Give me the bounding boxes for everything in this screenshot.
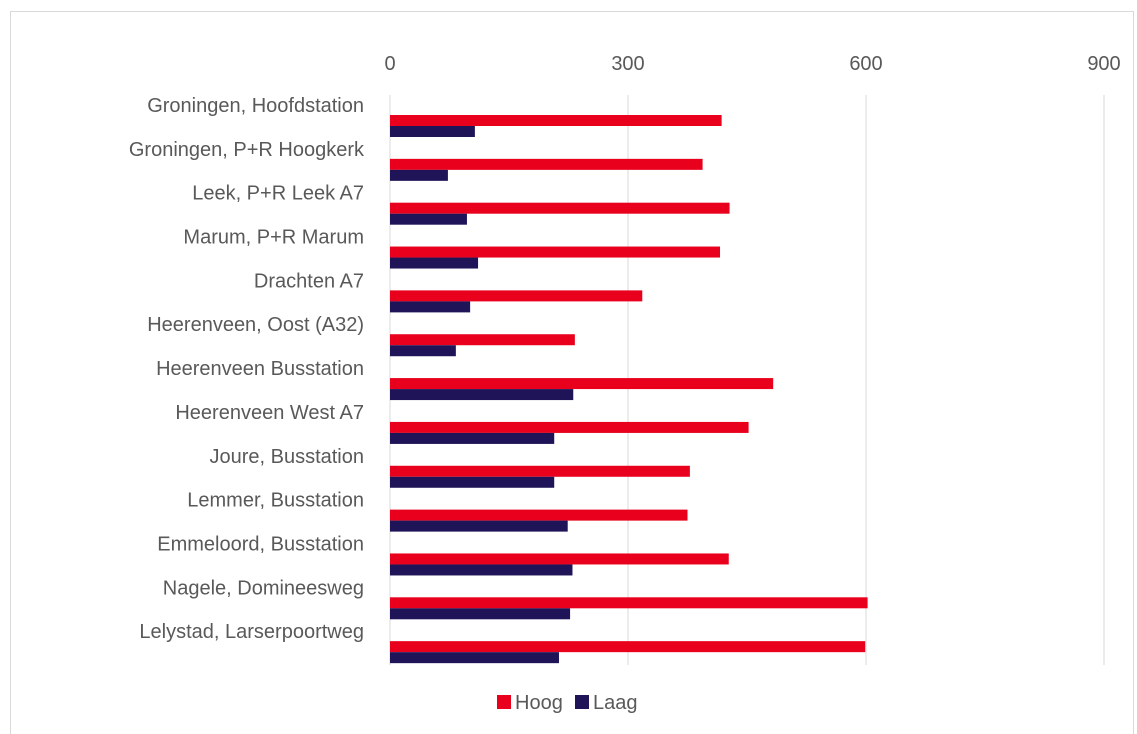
bar-laag <box>390 432 555 444</box>
chart-frame <box>10 11 1134 734</box>
bar-laag <box>390 345 456 357</box>
bar-laag <box>390 564 573 576</box>
category-label: Heerenveen Busstation <box>156 358 364 380</box>
bar-hoog <box>390 597 868 609</box>
category-label: Drachten A7 <box>254 270 364 292</box>
x-tick-label: 0 <box>384 53 395 75</box>
legend-swatch-hoog <box>497 695 511 709</box>
bar-laag <box>390 652 559 664</box>
bar-hoog <box>390 465 690 477</box>
bar-hoog <box>390 641 866 653</box>
legend-label: Laag <box>593 692 638 714</box>
bar-hoog <box>390 378 774 390</box>
bar-hoog <box>390 202 730 214</box>
category-label: Heerenveen, Oost (A32) <box>147 314 364 336</box>
category-label: Groningen, Hoofdstation <box>147 95 364 117</box>
category-label: Emmeloord, Busstation <box>157 533 364 555</box>
bar-laag <box>390 213 467 225</box>
bar-laag <box>390 476 555 488</box>
category-label: Lemmer, Busstation <box>187 490 364 512</box>
bar-laag <box>390 169 448 181</box>
bar-laag <box>390 301 471 313</box>
category-label: Joure, Busstation <box>209 446 364 468</box>
legend-swatch-laag <box>575 695 589 709</box>
bar-laag <box>390 520 568 532</box>
bar-hoog <box>390 290 643 302</box>
bar-hoog <box>390 246 721 258</box>
bar-laag <box>390 257 479 269</box>
x-tick-label: 900 <box>1087 53 1120 75</box>
bar-hoog <box>390 509 688 521</box>
category-label: Lelystad, Larserpoortweg <box>139 621 364 643</box>
x-tick-label: 300 <box>611 53 644 75</box>
bar-laag <box>390 608 571 620</box>
bar-laag <box>390 126 475 137</box>
bar-hoog <box>390 334 575 346</box>
legend-label: Hoog <box>515 692 563 714</box>
x-tick-label: 600 <box>849 53 882 75</box>
category-label: Marum, P+R Marum <box>183 227 364 249</box>
bar-laag <box>390 389 574 401</box>
bar-hoog <box>390 115 722 126</box>
bar-hoog <box>390 553 729 565</box>
category-label: Heerenveen West A7 <box>175 402 364 424</box>
bar-hoog <box>390 158 703 170</box>
category-label: Groningen, P+R Hoogkerk <box>129 139 365 161</box>
bar-hoog <box>390 421 749 433</box>
category-label: Leek, P+R Leek A7 <box>192 183 364 205</box>
category-label: Nagele, Domineesweg <box>163 577 364 599</box>
